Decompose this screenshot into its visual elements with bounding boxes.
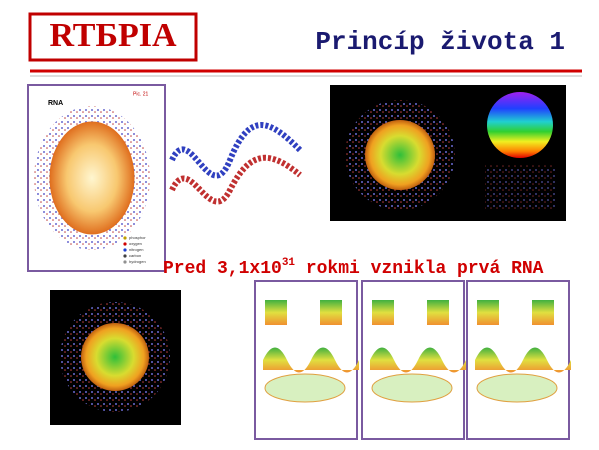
legend-marker [123, 236, 127, 240]
rna-core [49, 121, 135, 235]
panel-wave [263, 347, 359, 373]
panel-plot [265, 300, 287, 325]
panel-plot [427, 300, 449, 325]
legend-label: oxygen [129, 241, 142, 246]
logo-frame [28, 12, 198, 62]
panel-wave [370, 347, 466, 373]
figure-title: RNA [48, 100, 63, 107]
panel-cylinder [264, 373, 346, 403]
panel-wave [475, 347, 571, 373]
dna-strand [169, 154, 302, 205]
panels [254, 280, 571, 440]
panel-cylinder [371, 373, 453, 403]
caption-text: rokmi vznikla prvá RNA [295, 259, 544, 279]
legend-label: carbon [129, 253, 141, 258]
panel-plot [372, 300, 394, 325]
panel-cylinder [476, 373, 558, 403]
panel-plot [477, 300, 499, 325]
panel-plot [320, 300, 342, 325]
slide-title: Princíp života 1 [315, 27, 565, 57]
molecule [485, 165, 555, 210]
figure-number: Pic. 21 [133, 91, 149, 97]
panel-plot [532, 300, 554, 325]
legend-label: hydrogen [129, 259, 146, 264]
legend-marker [123, 260, 127, 264]
legend-marker [123, 242, 127, 246]
logo: RTБPIA [49, 17, 177, 54]
legend-marker [123, 254, 127, 258]
caption-superscript: 31 [282, 257, 296, 269]
legend-label: nitrogen [129, 247, 143, 252]
dna-strand [169, 122, 303, 179]
cell-core [365, 120, 435, 190]
caption: Pred 3,1x1031 rokmi vznikla prvá RNA [163, 257, 544, 279]
legend-label: phosphor [129, 235, 146, 240]
cell-core [81, 323, 149, 391]
legend-marker [123, 248, 127, 252]
caption-text: Pred 3,1x10 [163, 259, 282, 279]
rainbow-sphere [487, 92, 553, 158]
